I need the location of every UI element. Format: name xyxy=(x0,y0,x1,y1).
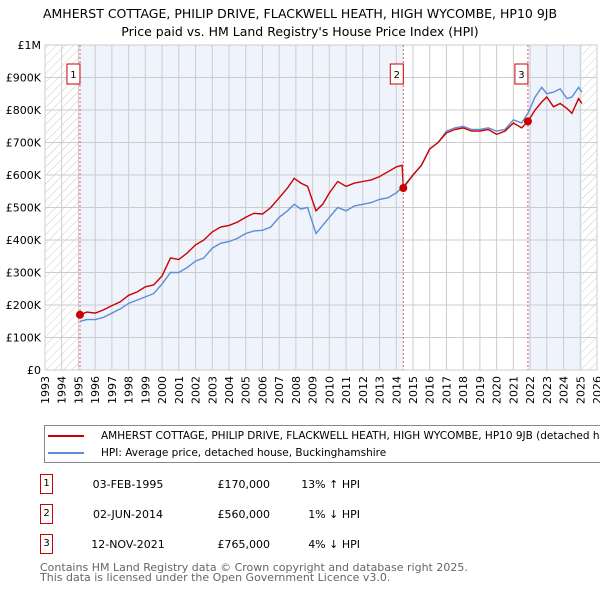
x-tick-label: 2026 xyxy=(591,376,600,404)
y-tick-label: £500K xyxy=(6,202,42,215)
legend-swatch-red xyxy=(48,435,84,437)
transaction-hpi-diff: 4% ↓ HPI xyxy=(308,538,360,551)
legend-label-property: AMHERST COTTAGE, PHILIP DRIVE, FLACKWELL… xyxy=(101,430,600,442)
footer-line-1: Contains HM Land Registry data © Crown c… xyxy=(40,561,468,574)
x-tick-label: 1996 xyxy=(89,376,102,404)
transaction-row: 3 12-NOV-2021 £765,000 4% ↓ HPI xyxy=(40,534,600,556)
y-tick-label: £300K xyxy=(6,267,42,280)
x-tick-label: 2010 xyxy=(323,376,336,404)
transaction-price: £560,000 xyxy=(217,508,271,521)
sale-marker-label: 3 xyxy=(518,70,524,81)
x-tick-label: 2003 xyxy=(206,376,219,404)
x-tick-label: 2000 xyxy=(156,376,169,404)
x-tick-label: 2017 xyxy=(440,376,453,404)
transaction-row: 1 03-FEB-1995 £170,000 13% ↑ HPI xyxy=(40,474,600,496)
transaction-date: 02-JUN-2014 xyxy=(92,508,164,521)
footer: Contains HM Land Registry data © Crown c… xyxy=(40,561,468,584)
title-line-1: AMHERST COTTAGE, PHILIP DRIVE, FLACKWELL… xyxy=(42,6,558,21)
x-tick-label: 2012 xyxy=(357,376,370,404)
x-tick-label: 2001 xyxy=(173,376,186,404)
legend-swatch-blue xyxy=(48,452,84,454)
x-tick-label: 1993 xyxy=(39,376,52,404)
x-tick-label: 1999 xyxy=(139,376,152,404)
x-tick-label: 2024 xyxy=(558,376,571,404)
x-tick-label: 2009 xyxy=(307,376,320,404)
sale-marker-box xyxy=(66,63,81,85)
x-tick-label: 2019 xyxy=(474,376,487,404)
sale-marker-box xyxy=(514,63,529,85)
x-tick-label: 2021 xyxy=(507,376,520,404)
x-tick-label: 2011 xyxy=(340,376,353,404)
x-tick-label: 2005 xyxy=(240,376,253,404)
transaction-row: 2 02-JUN-2014 £560,000 1% ↓ HPI xyxy=(40,504,600,526)
y-tick-label: £200K xyxy=(6,299,42,312)
legend-item-property: AMHERST COTTAGE, PHILIP DRIVE, FLACKWELL… xyxy=(45,428,600,444)
transaction-price: £765,000 xyxy=(217,538,271,551)
x-tick-label: 1998 xyxy=(123,376,136,404)
sale-marker-box xyxy=(389,63,404,85)
transaction-date: 12-NOV-2021 xyxy=(91,538,165,551)
legend: AMHERST COTTAGE, PHILIP DRIVE, FLACKWELL… xyxy=(44,425,600,463)
sale-point xyxy=(399,184,408,192)
x-tick-label: 1994 xyxy=(56,376,69,404)
x-tick-label: 2020 xyxy=(491,376,504,404)
x-tick-label: 2018 xyxy=(457,376,470,404)
x-tick-label: 2015 xyxy=(407,376,420,404)
transaction-hpi-diff: 1% ↓ HPI xyxy=(308,508,360,521)
legend-label-hpi: HPI: Average price, detached house, Buck… xyxy=(101,447,387,459)
x-tick-label: 2014 xyxy=(390,376,403,404)
y-tick-label: £600K xyxy=(6,169,42,182)
y-tick-label: £700K xyxy=(6,137,42,150)
x-tick-label: 2007 xyxy=(273,376,286,404)
chart-title: AMHERST COTTAGE, PHILIP DRIVE, FLACKWELL… xyxy=(0,5,600,41)
transaction-price: £170,000 xyxy=(217,478,271,491)
y-tick-label: £0 xyxy=(27,364,41,377)
x-tick-label: 2008 xyxy=(290,376,303,404)
x-tick-label: 2013 xyxy=(374,376,387,404)
x-tick-label: 2006 xyxy=(256,376,269,404)
sale-point xyxy=(75,310,84,319)
x-tick-label: 2002 xyxy=(190,376,203,404)
title-line-2: Price paid vs. HM Land Registry's House … xyxy=(121,24,479,39)
transaction-number: 3 xyxy=(40,534,53,554)
y-tick-label: £900K xyxy=(6,72,42,85)
transaction-date: 03-FEB-1995 xyxy=(92,478,164,491)
x-tick-label: 2016 xyxy=(424,376,437,404)
transaction-number: 1 xyxy=(40,474,53,494)
sale-point xyxy=(523,117,532,126)
transaction-hpi-diff: 13% ↑ HPI xyxy=(301,478,360,491)
hpi-line xyxy=(79,86,583,322)
x-tick-label: 2025 xyxy=(574,376,587,404)
sale-marker-label: 2 xyxy=(394,70,400,81)
x-tick-label: 2022 xyxy=(524,376,537,404)
property-price-line xyxy=(79,95,583,316)
plot-border xyxy=(44,44,598,371)
y-tick-label: £800K xyxy=(6,104,42,117)
y-tick-label: £100K xyxy=(6,332,42,345)
y-tick-label: £1M xyxy=(18,39,42,52)
transaction-number: 2 xyxy=(40,504,53,524)
y-tick-label: £400K xyxy=(6,234,42,247)
x-tick-label: 1997 xyxy=(106,376,119,404)
footer-line-2: This data is licensed under the Open Gov… xyxy=(40,571,391,584)
x-tick-label: 2023 xyxy=(541,376,554,404)
x-tick-label: 1995 xyxy=(72,376,85,404)
x-tick-label: 2004 xyxy=(223,376,236,404)
sale-marker-label: 1 xyxy=(70,70,76,81)
